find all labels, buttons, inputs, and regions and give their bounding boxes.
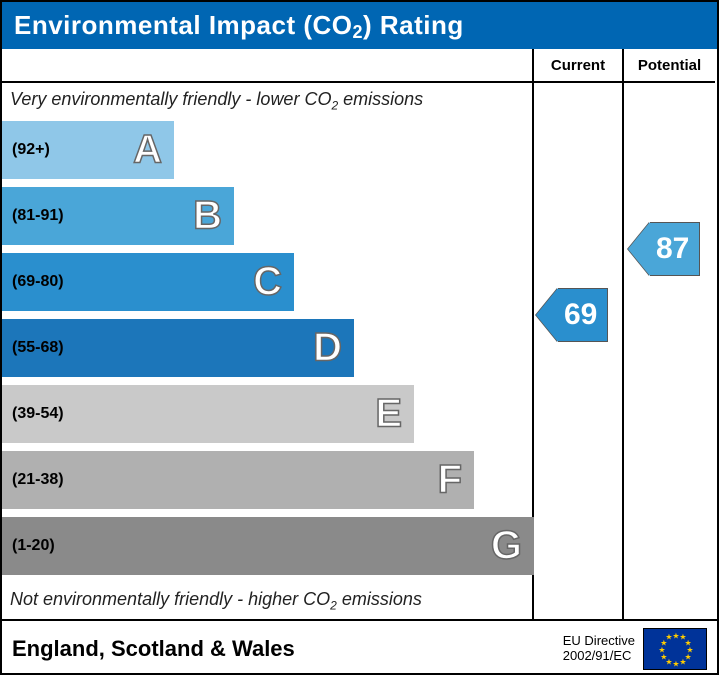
- band-range: (92+): [12, 141, 50, 159]
- bands-header-blank: [2, 49, 532, 83]
- potential-rating-value: 87: [650, 222, 700, 276]
- band-letter: C: [253, 260, 284, 305]
- rating-band-g: (1-20) G: [2, 517, 532, 575]
- band-letter: B: [193, 194, 224, 239]
- chart-body: Very environmentally friendly - lower CO…: [2, 49, 717, 621]
- rating-band-a: (92+) A: [2, 121, 532, 179]
- band-range: (69-80): [12, 273, 64, 291]
- chart-title: Environmental Impact (CO2) Rating: [2, 2, 717, 49]
- band-letter: D: [313, 326, 344, 371]
- band-bar: (1-20) G: [2, 517, 534, 575]
- band-bar: (92+) A: [2, 121, 174, 179]
- band-letter: A: [133, 128, 164, 173]
- note-friendly: Very environmentally friendly - lower CO…: [10, 89, 423, 113]
- current-rating-pointer: 69: [536, 288, 608, 342]
- band-letter: E: [375, 392, 404, 437]
- band-letter: F: [438, 458, 464, 503]
- note-unfriendly: Not environmentally friendly - higher CO…: [10, 589, 422, 613]
- rating-band-f: (21-38) F: [2, 451, 532, 509]
- region-label: England, Scotland & Wales: [12, 636, 563, 662]
- rating-band-d: (55-68) D: [2, 319, 532, 377]
- band-bar: (39-54) E: [2, 385, 414, 443]
- band-bar: (55-68) D: [2, 319, 354, 377]
- band-bar: (81-91) B: [2, 187, 234, 245]
- bands-column: Very environmentally friendly - lower CO…: [2, 49, 534, 619]
- band-bar: (69-80) C: [2, 253, 294, 311]
- potential-header: Potential: [624, 49, 715, 83]
- band-range: (81-91): [12, 207, 64, 225]
- chart-footer: England, Scotland & Wales EU Directive 2…: [2, 621, 717, 676]
- current-rating-value: 69: [558, 288, 608, 342]
- potential-rating-pointer: 87: [628, 222, 700, 276]
- rating-band-e: (39-54) E: [2, 385, 532, 443]
- rating-band-c: (69-80) C: [2, 253, 532, 311]
- potential-column: Potential: [624, 49, 715, 619]
- epc-rating-chart: Environmental Impact (CO2) Rating Very e…: [0, 0, 719, 675]
- band-letter: G: [491, 524, 524, 569]
- band-bar: (21-38) F: [2, 451, 474, 509]
- current-header: Current: [534, 49, 622, 83]
- band-range: (1-20): [12, 537, 55, 555]
- rating-band-b: (81-91) B: [2, 187, 532, 245]
- eu-flag-icon: ★★★★★★★★★★★★: [643, 628, 707, 670]
- eu-directive-label: EU Directive 2002/91/EC: [563, 634, 635, 663]
- band-range: (55-68): [12, 339, 64, 357]
- band-range: (21-38): [12, 471, 64, 489]
- band-range: (39-54): [12, 405, 64, 423]
- rating-bands: (92+) A (81-91) B (69-80) C (55-68) D (39-54) E (2…: [2, 121, 532, 583]
